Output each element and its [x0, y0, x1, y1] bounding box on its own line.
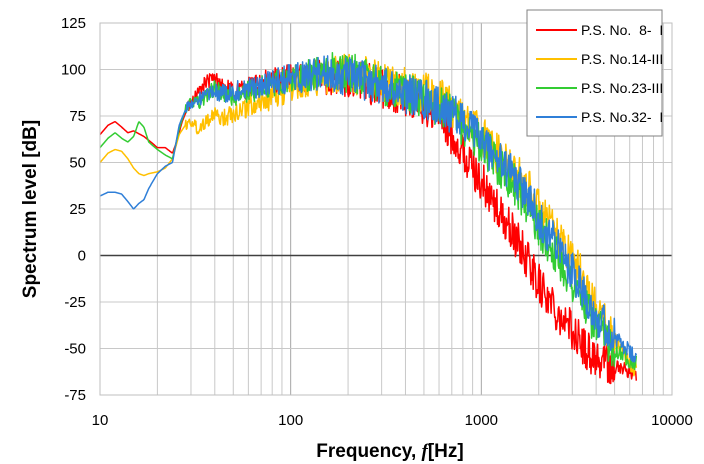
legend-label: P.S. No. 8- I [581, 22, 663, 38]
y-tick-label: -25 [64, 294, 86, 311]
y-tick-label: 25 [69, 201, 86, 218]
legend: P.S. No. 8- I P.S. No.14-III P.S. No.23-II… [526, 9, 663, 137]
x-tick-label: 100 [278, 412, 303, 429]
legend-label: P.S. No.14-III [581, 51, 663, 67]
legend-label: P.S. No.23-III [581, 80, 663, 96]
x-axis-title-symbol: f [422, 441, 430, 462]
x-axis-title-unit: [Hz] [428, 441, 464, 462]
legend-label: P.S. No.32- I [581, 109, 663, 125]
x-axis-title-text: Frequency, [316, 441, 421, 462]
y-tick-label: -75 [64, 387, 86, 404]
series-lines [99, 51, 638, 385]
y-tick-label: 50 [69, 155, 86, 172]
x-tick-label: 1000 [465, 412, 498, 429]
y-axis-title: Spectrum level [dB] [20, 120, 41, 298]
series-line [99, 55, 638, 363]
y-tick-label: 0 [78, 248, 86, 265]
y-axis-ticks: 125 100 75 50 25 0 -25 -50 -75 [61, 15, 86, 404]
x-tick-label: 10000 [651, 412, 693, 429]
x-axis-ticks: 10 100 1000 10000 [92, 412, 693, 429]
y-tick-label: 75 [69, 108, 86, 125]
x-axis-title: Frequency, f[Hz] [316, 441, 463, 462]
y-tick-label: 125 [61, 15, 86, 32]
y-tick-label: -50 [64, 341, 86, 358]
y-tick-label: 100 [61, 62, 86, 79]
x-tick-label: 10 [92, 412, 109, 429]
plot-frame [99, 22, 673, 396]
